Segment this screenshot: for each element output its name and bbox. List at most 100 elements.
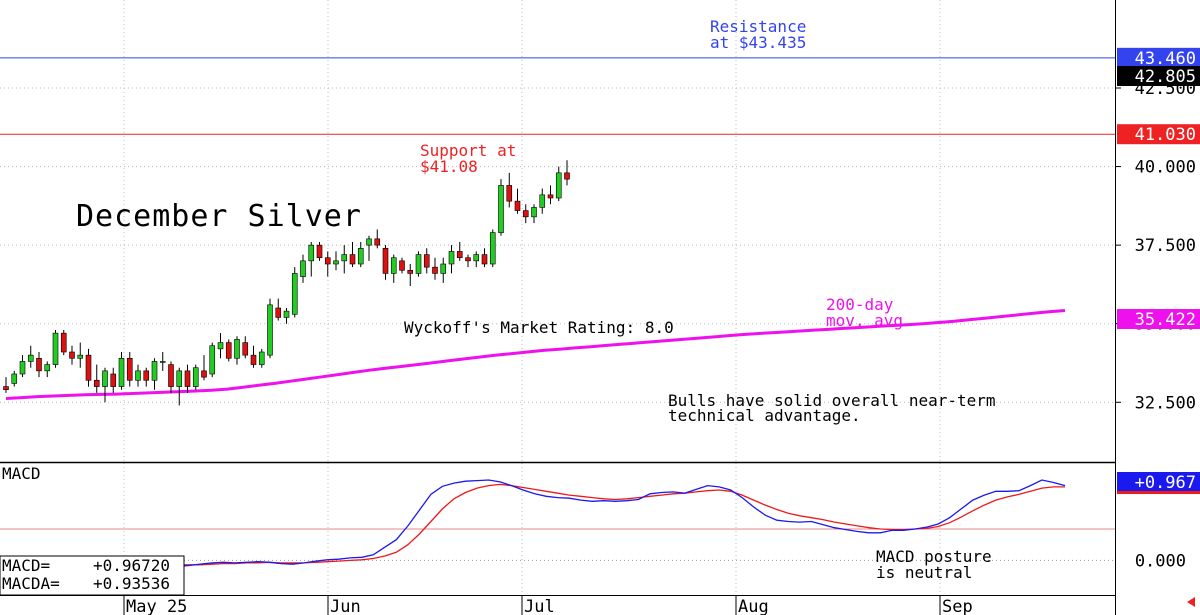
candle-up <box>135 370 141 381</box>
moving-average-line <box>5 309 1066 400</box>
candle-down <box>275 307 282 318</box>
resistance-badge-text: 43.460 <box>1135 49 1196 69</box>
candle-down <box>432 266 438 274</box>
macd-panel-label: MACD <box>2 464 41 483</box>
candle-up <box>489 232 496 265</box>
month-label: Sep <box>942 597 973 615</box>
month-label: Jul <box>524 597 555 615</box>
candle-down <box>407 269 414 274</box>
price-tick-label: 40.000 <box>1135 158 1196 178</box>
candle-up <box>300 260 306 277</box>
candle-up <box>415 254 422 274</box>
commentary-line: technical advantage. <box>668 406 861 425</box>
candle-up <box>308 244 315 262</box>
candle-up <box>11 373 18 384</box>
scroll-left-icon <box>1187 597 1195 607</box>
level-lines <box>0 57 1115 135</box>
macd-lines <box>61 479 1066 580</box>
chart-title: December Silver <box>76 199 362 234</box>
candle-down <box>481 254 488 265</box>
candle-down <box>143 370 150 381</box>
candle-down <box>456 251 463 259</box>
resistance-badge <box>1117 47 1200 68</box>
candle-up <box>258 351 265 365</box>
candle-down <box>126 357 133 381</box>
commentary-line: Bulls have solid overall near-term <box>668 391 996 410</box>
candle-down <box>201 370 207 378</box>
candle-up <box>341 254 348 262</box>
candle-up <box>498 185 504 233</box>
candle-up <box>555 172 562 199</box>
candle-down <box>36 357 42 372</box>
candle-up <box>531 207 537 218</box>
candle-down <box>382 247 389 274</box>
support-label: $41.08 <box>420 157 478 176</box>
candle-down <box>324 257 331 265</box>
candle-up <box>176 370 183 387</box>
price-axis: 32.50035.00037.50040.00042.5000.00043.46… <box>123 47 1200 615</box>
price-tick-label: 32.500 <box>1135 393 1196 413</box>
candle-down <box>423 254 430 268</box>
candle-down <box>514 200 521 211</box>
candle-up <box>390 257 397 274</box>
candle-down <box>69 351 75 359</box>
candle-up <box>267 304 273 356</box>
moving-average-layer <box>5 309 1066 400</box>
market-rating: Wyckoff's Market Rating: 8.0 <box>404 318 674 337</box>
candle-up <box>473 254 480 262</box>
resistance-label: Resistance <box>710 17 806 36</box>
candles <box>3 160 570 406</box>
macd-line <box>61 479 1066 574</box>
last-price-badge-text: 42.805 <box>1135 67 1196 87</box>
candle-down <box>168 364 174 387</box>
macd-badge-text: +0.967 <box>1135 473 1196 493</box>
support-badge <box>1117 124 1200 145</box>
candle-down <box>85 354 92 381</box>
macd-readout-name: MACD= <box>2 556 50 575</box>
candle-down <box>399 260 405 271</box>
macd-readout-box <box>0 555 185 596</box>
candle-up <box>44 364 51 372</box>
macd-readout-value: +0.93536 <box>93 574 170 593</box>
month-label: May 25 <box>126 597 187 615</box>
macd-annotation: MACD posture <box>876 547 992 566</box>
month-label: Aug <box>738 597 769 615</box>
macd-annotation: is neutral <box>876 563 972 582</box>
support-label: Support at <box>420 141 516 160</box>
candle-up <box>234 339 240 359</box>
candle-up <box>19 361 26 375</box>
candle-up <box>102 370 108 387</box>
candle-up <box>77 354 84 359</box>
moving-average-label: 200-day <box>826 295 894 314</box>
macd-readout-value: +0.96720 <box>93 556 170 575</box>
candle-up <box>283 310 290 318</box>
candle-up <box>27 354 34 362</box>
last-price-badge <box>1117 66 1200 86</box>
macd-signal-badge <box>1117 491 1200 494</box>
candle-up <box>192 367 199 387</box>
candle-down <box>93 379 100 387</box>
candle-up <box>52 332 59 365</box>
candle-up <box>151 361 158 381</box>
candle-up <box>333 260 339 265</box>
candle-up <box>118 357 125 387</box>
price-tick-label: 37.500 <box>1135 236 1196 256</box>
candle-up <box>159 361 166 363</box>
candle-down <box>110 373 117 387</box>
candle-down <box>316 244 323 259</box>
macd-zero-tick-label: 0.000 <box>1135 551 1186 571</box>
support-badge-text: 41.030 <box>1135 125 1196 145</box>
candle-down <box>547 194 554 199</box>
macd-signal-line <box>61 483 1065 580</box>
candle-up <box>366 238 372 246</box>
chart-frame <box>0 0 1116 615</box>
macd-grid <box>0 463 1115 595</box>
candle-up <box>357 247 364 265</box>
macd-badge <box>1117 472 1200 492</box>
candle-down <box>60 332 67 353</box>
candle-up <box>448 251 455 265</box>
candle-down <box>225 342 232 359</box>
resistance-label: at $43.435 <box>710 33 806 52</box>
